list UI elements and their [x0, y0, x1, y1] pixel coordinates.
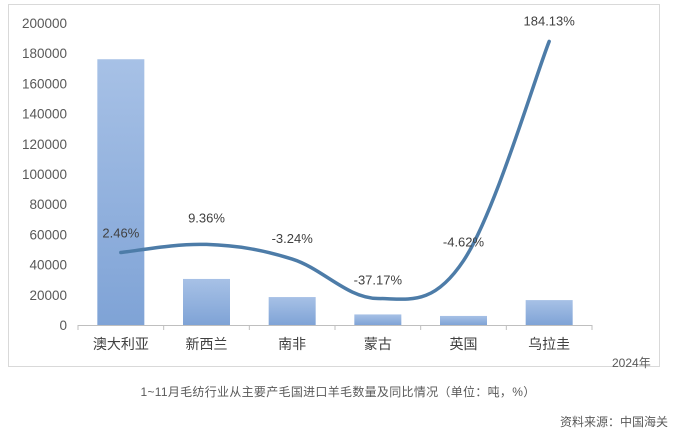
y-tick-label: 200000	[22, 16, 67, 31]
x-category-label: 蒙古	[364, 337, 392, 353]
line-data-label: -3.24%	[272, 231, 314, 246]
bar	[354, 314, 402, 325]
chart-canvas: 0 20000 40000 60000 80000 100000 120000 140000 1…	[22, 13, 593, 353]
yoy-line	[119, 39, 551, 301]
line-data-label: 2.46%	[102, 225, 139, 240]
source-note: 资料来源：中国海关	[559, 415, 668, 429]
x-category-label: 新西兰	[186, 337, 228, 353]
y-tick-label: 100000	[22, 167, 67, 182]
x-category-label: 英国	[450, 336, 478, 353]
chart-caption: 1~11月毛纺行业从主要产毛国进口羊毛数量及同比情况（单位：吨，%）	[140, 385, 536, 399]
x-category-label: 澳大利亚	[93, 337, 149, 353]
bar	[97, 59, 145, 326]
bar	[268, 297, 316, 325]
x-category-label: 乌拉圭	[528, 337, 570, 353]
bar	[525, 300, 573, 325]
line-data-label: 9.36%	[188, 210, 225, 225]
y-tick-label: 40000	[29, 258, 67, 273]
x-category-label: 南非	[278, 337, 306, 353]
y-tick-label: 120000	[22, 137, 67, 152]
y-tick-label: 180000	[22, 46, 67, 61]
bar	[440, 315, 487, 325]
y-tick-label: 140000	[22, 107, 67, 122]
line-data-label: 184.13%	[524, 13, 576, 28]
y-tick-label: 20000	[29, 288, 67, 303]
y-tick-label: 80000	[29, 197, 67, 212]
x-unit-label: 2024年	[612, 356, 651, 370]
y-tick-label: 160000	[22, 76, 67, 91]
bar	[183, 278, 230, 325]
line-data-label: -37.17%	[354, 272, 403, 287]
y-tick-label: 0	[59, 318, 67, 333]
y-tick-label: 60000	[29, 227, 67, 242]
line-data-label: -4.62%	[443, 235, 485, 250]
